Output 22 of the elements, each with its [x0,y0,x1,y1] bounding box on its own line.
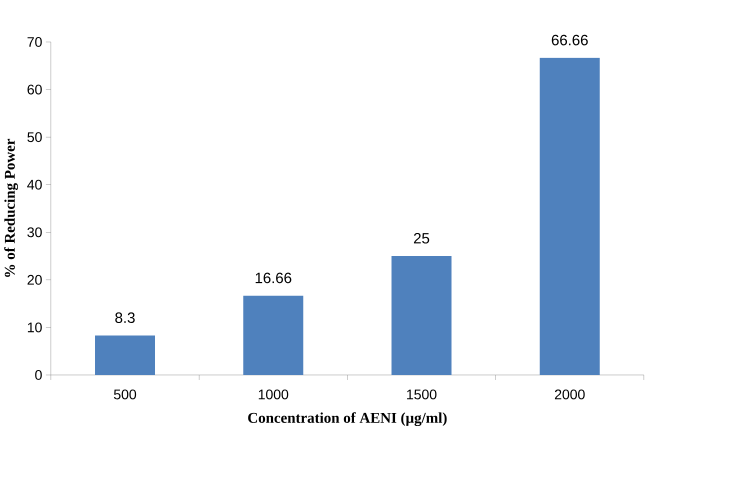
bar [243,296,304,375]
data-label: 8.3 [115,312,135,323]
x-tick-label: 2000 [554,389,585,400]
y-axis-title: % of Reducing Power [4,138,18,277]
y-tick-label: 0 [35,370,42,380]
x-tick-label: 1500 [407,389,436,400]
x-tick-label: 1000 [258,389,288,400]
y-tick-label: 40 [27,180,42,190]
x-tick-label: 500 [114,389,136,400]
bar [392,256,452,375]
bar [95,336,156,375]
y-tick-label: 60 [28,84,42,94]
x-axis-title: Concentration of AENI (µg/ml) [248,412,447,426]
y-tick-label: 20 [28,274,42,285]
bar [540,58,600,375]
y-tick-label: 10 [28,322,42,332]
data-label: 25 [414,232,430,244]
y-tick-label: 30 [27,227,42,238]
y-tick-label: 70 [28,37,42,47]
y-tick-label: 50 [27,132,42,142]
data-label: 66.66 [552,34,588,46]
data-label: 16.66 [256,272,292,284]
